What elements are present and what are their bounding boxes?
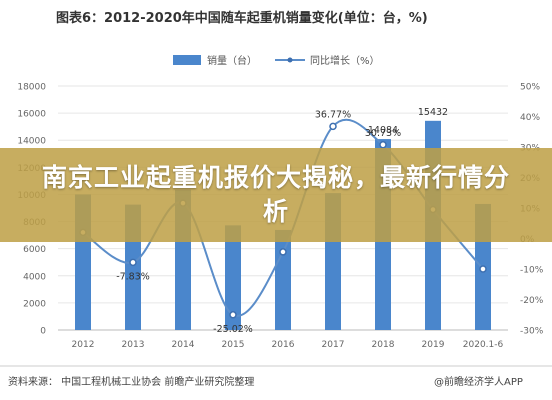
left-tick-label: 0 (40, 327, 46, 337)
x-tick-label: 2015 (222, 340, 245, 350)
line-point (479, 265, 487, 273)
left-tick-label: 6000 (23, 245, 46, 255)
bar-data-label: 14084 (368, 125, 398, 136)
headline-text: 南京工业起重机报价大揭秘，最新行情分析 (41, 163, 510, 226)
left-tick-label: 16000 (17, 110, 46, 120)
line-point (279, 248, 287, 256)
bar (275, 229, 291, 330)
bar-data-label: 15432 (418, 107, 448, 118)
x-tick-label: 2018 (372, 340, 395, 350)
data-labels: 14084 15432 -7.83% -25.02% 36.77% 30.73% (116, 107, 448, 335)
legend-bar-label: 销量（台） (207, 54, 257, 67)
footer-source: 资料来源： 中国工程机械工业协会 前瞻产业研究院整理 (8, 375, 254, 388)
left-tick-label: 4000 (23, 272, 46, 282)
legend: 销量（台） 同比增长（%） (173, 54, 380, 67)
x-tick-label: 2014 (172, 340, 195, 350)
right-tick-label: -10% (520, 266, 544, 276)
right-tick-label: 50% (520, 83, 540, 93)
line-data-label: -25.02% (213, 324, 253, 335)
x-tick-label: 2016 (272, 340, 295, 350)
legend-line-label: 同比增长（%） (310, 54, 380, 67)
x-tick-label: 2017 (322, 340, 345, 350)
x-tick-label: 2013 (122, 340, 145, 350)
footer-brand: @前瞻经济学人APP (434, 375, 523, 388)
headline-banner: 南京工业起重机报价大揭秘，最新行情分析 (0, 148, 552, 242)
line-point (379, 141, 387, 149)
legend-bar-swatch (173, 55, 201, 65)
line-data-label: -7.83% (116, 271, 150, 282)
bar (225, 225, 241, 330)
chart-title: 图表6：2012-2020年中国随车起重机销量变化(单位：台，%) (56, 10, 428, 26)
legend-line-marker (287, 57, 293, 63)
left-tick-label: 18000 (17, 83, 46, 93)
line-data-label: 30.73% (365, 128, 401, 139)
x-axis: 2012 2013 2014 2015 2016 2017 2018 2019 2020.1-6 (72, 340, 504, 350)
right-tick-label: -30% (520, 327, 544, 337)
x-tick-label: 2019 (422, 340, 445, 350)
line-point (129, 258, 137, 267)
right-tick-label: -20% (520, 296, 544, 306)
line-point (229, 311, 237, 319)
line-point (329, 122, 337, 131)
x-tick-label: 2020.1-6 (463, 340, 504, 350)
right-tick-label: 40% (520, 113, 540, 123)
left-tick-label: 14000 (17, 137, 46, 147)
line-data-label: 36.77% (315, 109, 351, 120)
left-tick-label: 2000 (23, 299, 46, 309)
x-tick-label: 2012 (72, 340, 95, 350)
